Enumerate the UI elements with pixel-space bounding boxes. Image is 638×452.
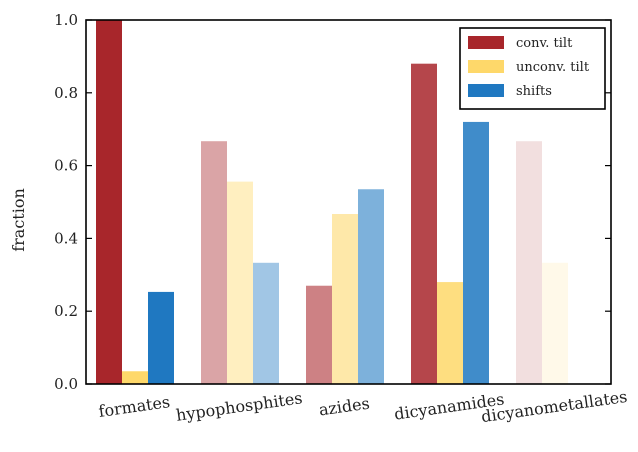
legend: conv. tilt unconv. tilt shifts <box>459 27 606 110</box>
legend-label: shifts <box>516 84 552 99</box>
x-tick-label: azides <box>318 394 371 420</box>
y-tick-label: 0.4 <box>54 229 78 247</box>
legend-label: unconv. tilt <box>516 60 590 75</box>
x-tick-label: formates <box>97 392 171 421</box>
legend-swatch <box>468 84 504 97</box>
bar-hypophosphites-shifts <box>253 262 279 384</box>
y-axis: 0.0 0.2 0.4 0.6 0.8 1.0 <box>54 11 611 393</box>
bar-dicyanamides-shifts <box>463 121 489 385</box>
x-axis: formates hypophosphites azides dicyanamides… <box>97 387 628 426</box>
legend-swatch <box>468 36 504 49</box>
y-tick-label: 0.8 <box>54 84 78 102</box>
bar-dicyanometallates-conv-tilt <box>516 141 542 384</box>
bar-dicyanamides-conv-tilt <box>411 63 437 385</box>
bar-hypophosphites-conv-tilt <box>201 141 227 384</box>
legend-swatch <box>468 60 504 73</box>
y-tick-label: 0.2 <box>54 302 78 320</box>
bars-layer <box>96 20 568 385</box>
y-tick-label: 0.0 <box>54 375 78 393</box>
y-tick-label: 0.6 <box>54 157 78 175</box>
bar-azides-conv-tilt <box>306 285 332 384</box>
bar-azides-unconv-tilt <box>332 214 358 384</box>
bar-formates-unconv-tilt <box>122 371 148 384</box>
bar-formates-conv-tilt <box>96 20 122 384</box>
plot-frame <box>85 19 612 385</box>
bar-dicyanometallates-unconv-tilt <box>542 262 568 384</box>
y-tick-label: 1.0 <box>54 11 78 29</box>
x-tick-label: hypophosphites <box>175 388 304 425</box>
bar-dicyanamides-unconv-tilt <box>437 282 463 384</box>
legend-label: conv. tilt <box>516 36 573 51</box>
bar-hypophosphites-unconv-tilt <box>227 181 253 384</box>
bar-azides-shifts <box>358 189 384 384</box>
y-axis-label: fraction <box>9 188 28 252</box>
bar-formates-shifts <box>148 291 174 384</box>
